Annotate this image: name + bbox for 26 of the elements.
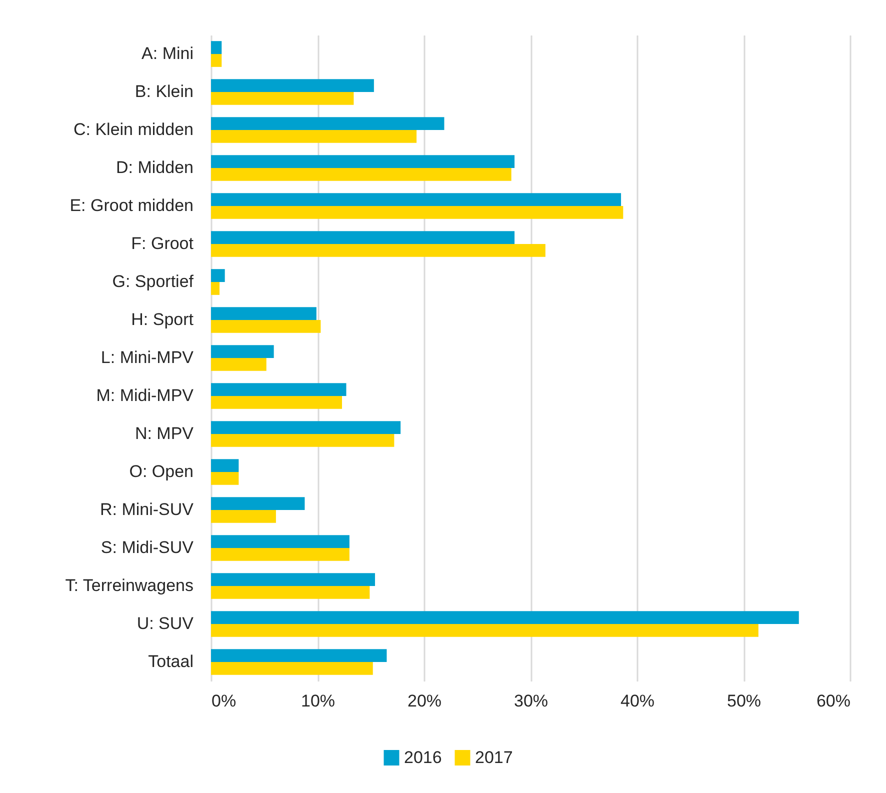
y-tick-label: T: Terreinwagens — [65, 576, 194, 595]
y-tick-label: C: Klein midden — [73, 120, 194, 139]
x-tick-label: 50% — [726, 692, 762, 710]
y-tick-label: A: Mini — [142, 44, 194, 63]
y-tick-label: F: Groot — [131, 234, 194, 253]
y-tick-label: H: Sport — [131, 310, 194, 329]
x-tick-label: 40% — [620, 692, 655, 710]
y-tick-label: B: Klein — [134, 82, 194, 101]
x-tick-label: 30% — [514, 692, 548, 710]
y-tick-label: R: Mini-SUV — [100, 500, 194, 519]
y-tick-label: L: Mini-MPV — [100, 348, 194, 367]
x-tick-label: 10% — [300, 692, 336, 710]
y-tick-label: M: Midi-MPV — [96, 386, 194, 405]
y-tick-label: G: Sportief — [112, 272, 194, 291]
legend-label: 2016 — [404, 748, 442, 767]
y-tick-label: D: Midden — [116, 158, 194, 177]
x-tick-label: 20% — [407, 692, 442, 710]
y-tick-label: S: Midi-SUV — [100, 538, 194, 557]
y-tick-label: N: MPV — [134, 424, 194, 443]
y-tick-label: O: Open — [129, 462, 194, 481]
y-tick-label: U: SUV — [136, 614, 194, 633]
x-tick-label: 0% — [212, 692, 236, 710]
y-tick-label: Totaal — [148, 652, 194, 671]
legend-label: 2017 — [475, 748, 513, 767]
y-tick-label: E: Groot midden — [70, 196, 194, 215]
x-tick-label: 60% — [816, 692, 850, 710]
